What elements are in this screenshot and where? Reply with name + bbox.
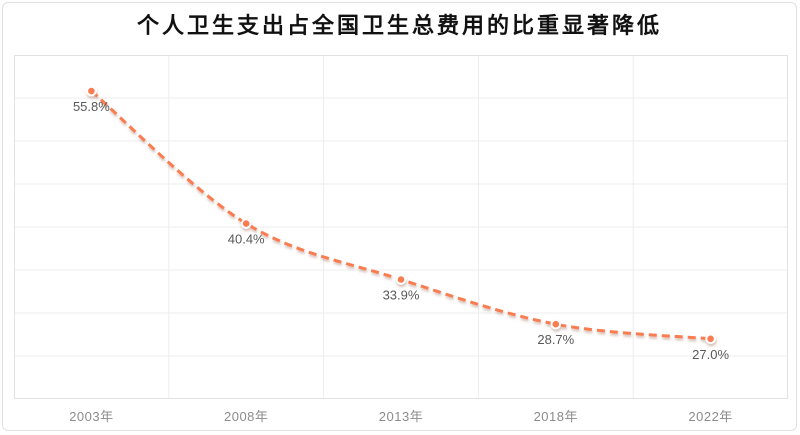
line-chart: 55.8% 40.4% 33.9% 28.7% 27.0% [14,55,788,399]
x-axis-label: 2003年 [69,409,114,424]
data-point-marker [86,85,97,97]
chart-title: 个人卫生支出占全国卫生总费用的比重显著降低 [136,13,662,38]
data-point-label: 27.0% [692,347,729,362]
data-point-marker [395,274,407,285]
data-point-label: 55.8% [73,99,110,114]
x-axis-label: 2013年 [378,409,424,424]
trend-series [86,85,716,345]
data-point-label: 28.7% [537,332,574,347]
x-axis: 2003年 2008年 2013年 2018年 2022年 [14,401,788,425]
data-point-label: 40.4% [228,232,265,247]
plot-border [14,55,788,399]
data-point-marker [705,333,716,345]
data-point-marker [240,218,252,229]
x-axis-label: 2018年 [533,409,578,424]
data-point-marker [550,318,562,330]
x-axis-label: 2022年 [688,409,733,424]
plot-area: 55.8% 40.4% 33.9% 28.7% 27.0% [14,55,788,399]
x-axis-label: 2008年 [223,409,269,424]
data-point-label: 33.9% [383,288,420,303]
